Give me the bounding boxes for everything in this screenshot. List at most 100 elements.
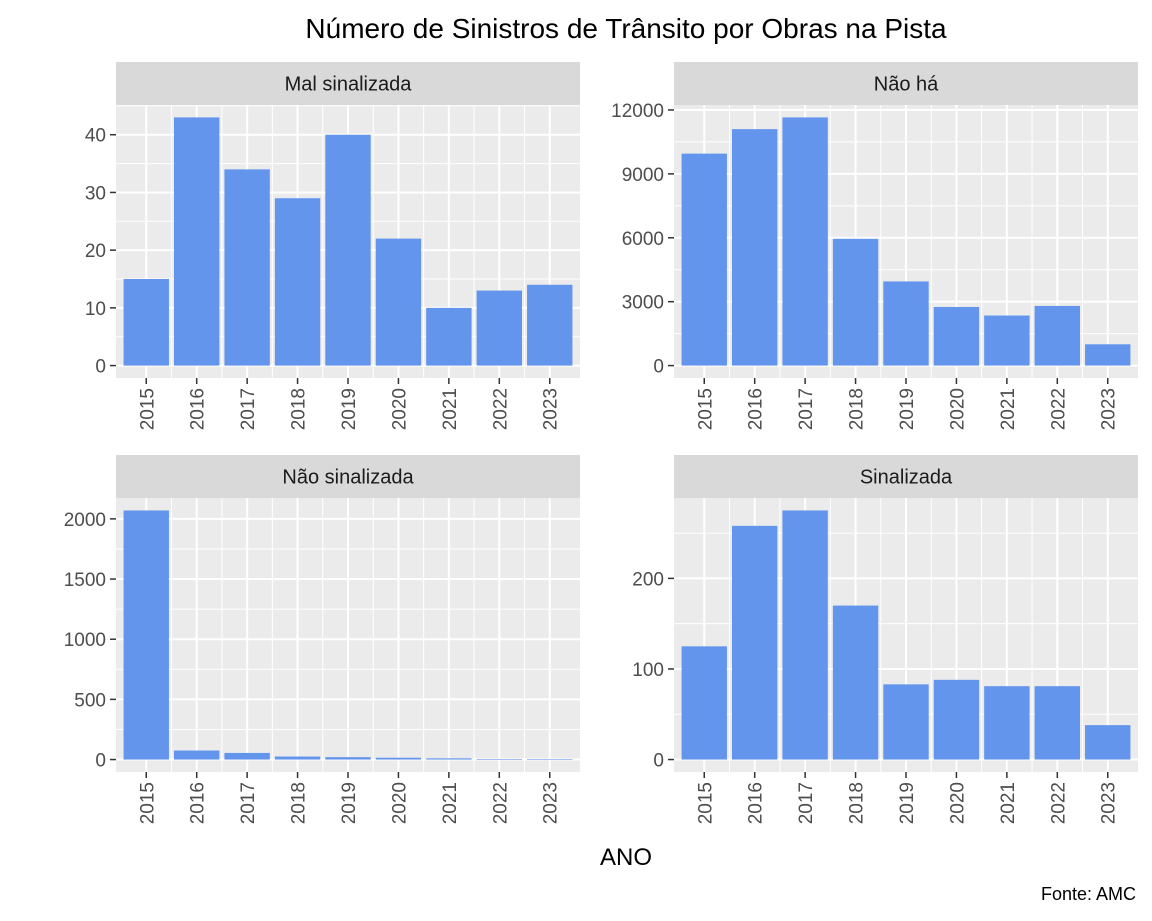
x-tick-label: 2015 [137, 388, 158, 430]
bar [1034, 305, 1080, 366]
bar [1085, 344, 1131, 366]
bar [1034, 686, 1080, 760]
x-tick-label: 2023 [1099, 782, 1120, 824]
facet-strip-label: Sinalizada [860, 467, 953, 489]
bar [325, 757, 371, 760]
bar [984, 686, 1030, 760]
x-tick-label: 2021 [440, 782, 461, 824]
y-tick-label: 9000 [622, 165, 664, 186]
y-tick-label: 500 [74, 690, 106, 711]
bar [527, 284, 573, 366]
y-tick-label: 10 [85, 299, 106, 320]
x-tick-label: 2016 [746, 782, 767, 824]
x-tick-label: 2020 [947, 388, 968, 430]
y-tick-label: 2000 [64, 510, 106, 531]
y-tick-label: 1000 [64, 630, 106, 651]
x-tick-label: 2018 [847, 388, 868, 430]
y-tick-label: 1500 [64, 570, 106, 591]
facet-panel: Sinalizada 0 100 200 2015 2016 2017 2018 2019 202… [632, 455, 1138, 824]
x-tick-label: 2015 [137, 782, 158, 824]
bar [224, 169, 270, 366]
bar [325, 134, 371, 366]
y-tick-label: 30 [85, 183, 106, 204]
x-tick-label: 2020 [947, 782, 968, 824]
bar [426, 758, 472, 760]
facet-panel: Não há 0 3000 6000 9000 12000 2015 2016 2017 2018… [611, 62, 1138, 430]
caption: Fonte: AMC [1041, 884, 1136, 904]
bar [375, 757, 422, 760]
bar [174, 117, 220, 366]
facet-strip [116, 62, 580, 105]
bar [883, 281, 929, 366]
facet-panel: Mal sinalizada 0 10 20 30 40 2015 2016 2017 2018 2… [85, 62, 580, 430]
bar [426, 307, 472, 366]
x-tick-label: 2018 [289, 782, 310, 824]
y-tick-label: 200 [632, 569, 664, 590]
bar [123, 279, 169, 366]
facet-strip-label: Mal sinalizada [285, 74, 413, 96]
x-tick-label: 2018 [847, 782, 868, 824]
y-tick-label: 0 [653, 751, 664, 772]
bar [732, 525, 778, 760]
bar [782, 117, 828, 366]
bar [933, 307, 980, 366]
y-tick-label: 6000 [622, 229, 664, 250]
x-axis-title: ANO [600, 844, 652, 871]
bar [224, 752, 270, 760]
bar [174, 750, 220, 760]
x-tick-label: 2017 [238, 782, 259, 824]
bar [375, 238, 422, 366]
x-tick-label: 2022 [490, 388, 511, 430]
bar [274, 756, 321, 760]
y-tick-label: 0 [653, 357, 664, 378]
x-tick-label: 2016 [188, 782, 209, 824]
x-tick-label: 2020 [389, 782, 410, 824]
facet-panels: Mal sinalizada 0 10 20 30 40 2015 2016 2017 2018 2… [64, 62, 1138, 824]
x-tick-label: 2022 [490, 782, 511, 824]
bar [527, 759, 573, 761]
x-tick-label: 2017 [796, 782, 817, 824]
x-tick-label: 2019 [339, 388, 360, 430]
bar [883, 684, 929, 760]
x-tick-label: 2023 [541, 388, 562, 430]
y-tick-label: 12000 [611, 101, 664, 122]
bar [476, 290, 522, 366]
x-tick-label: 2023 [1099, 388, 1120, 430]
x-tick-label: 2018 [289, 388, 310, 430]
bar [782, 510, 828, 760]
x-tick-label: 2021 [998, 782, 1019, 824]
x-tick-label: 2020 [389, 388, 410, 430]
bar [476, 759, 522, 760]
y-tick-label: 100 [632, 660, 664, 681]
bar [832, 605, 879, 760]
bar [732, 129, 778, 366]
facet-strip [674, 455, 1138, 498]
x-tick-label: 2017 [796, 388, 817, 430]
x-tick-label: 2015 [695, 388, 716, 430]
x-tick-label: 2016 [746, 388, 767, 430]
y-tick-label: 40 [85, 126, 106, 147]
bar [123, 510, 169, 760]
bar [274, 198, 321, 366]
x-tick-label: 2022 [1048, 782, 1069, 824]
x-tick-label: 2021 [440, 388, 461, 430]
x-tick-label: 2023 [541, 782, 562, 824]
chart-title: Número de Sinistros de Trânsito por Obra… [305, 13, 947, 44]
facet-strip [116, 455, 580, 498]
x-tick-label: 2022 [1048, 388, 1069, 430]
bar [681, 153, 727, 366]
x-tick-label: 2019 [897, 782, 918, 824]
x-tick-label: 2017 [238, 388, 259, 430]
x-tick-label: 2019 [897, 388, 918, 430]
bar [1085, 725, 1131, 760]
facet-panel: Não sinalizada 0 500 1000 1500 2000 2015 2016 20… [64, 455, 580, 824]
x-tick-label: 2016 [188, 388, 209, 430]
facet-strip [674, 62, 1138, 105]
bar [681, 646, 727, 760]
y-tick-label: 0 [95, 357, 106, 378]
facet-strip-label: Não sinalizada [282, 467, 414, 489]
y-tick-label: 20 [85, 241, 106, 262]
bar [984, 315, 1030, 366]
y-tick-label: 0 [95, 751, 106, 772]
